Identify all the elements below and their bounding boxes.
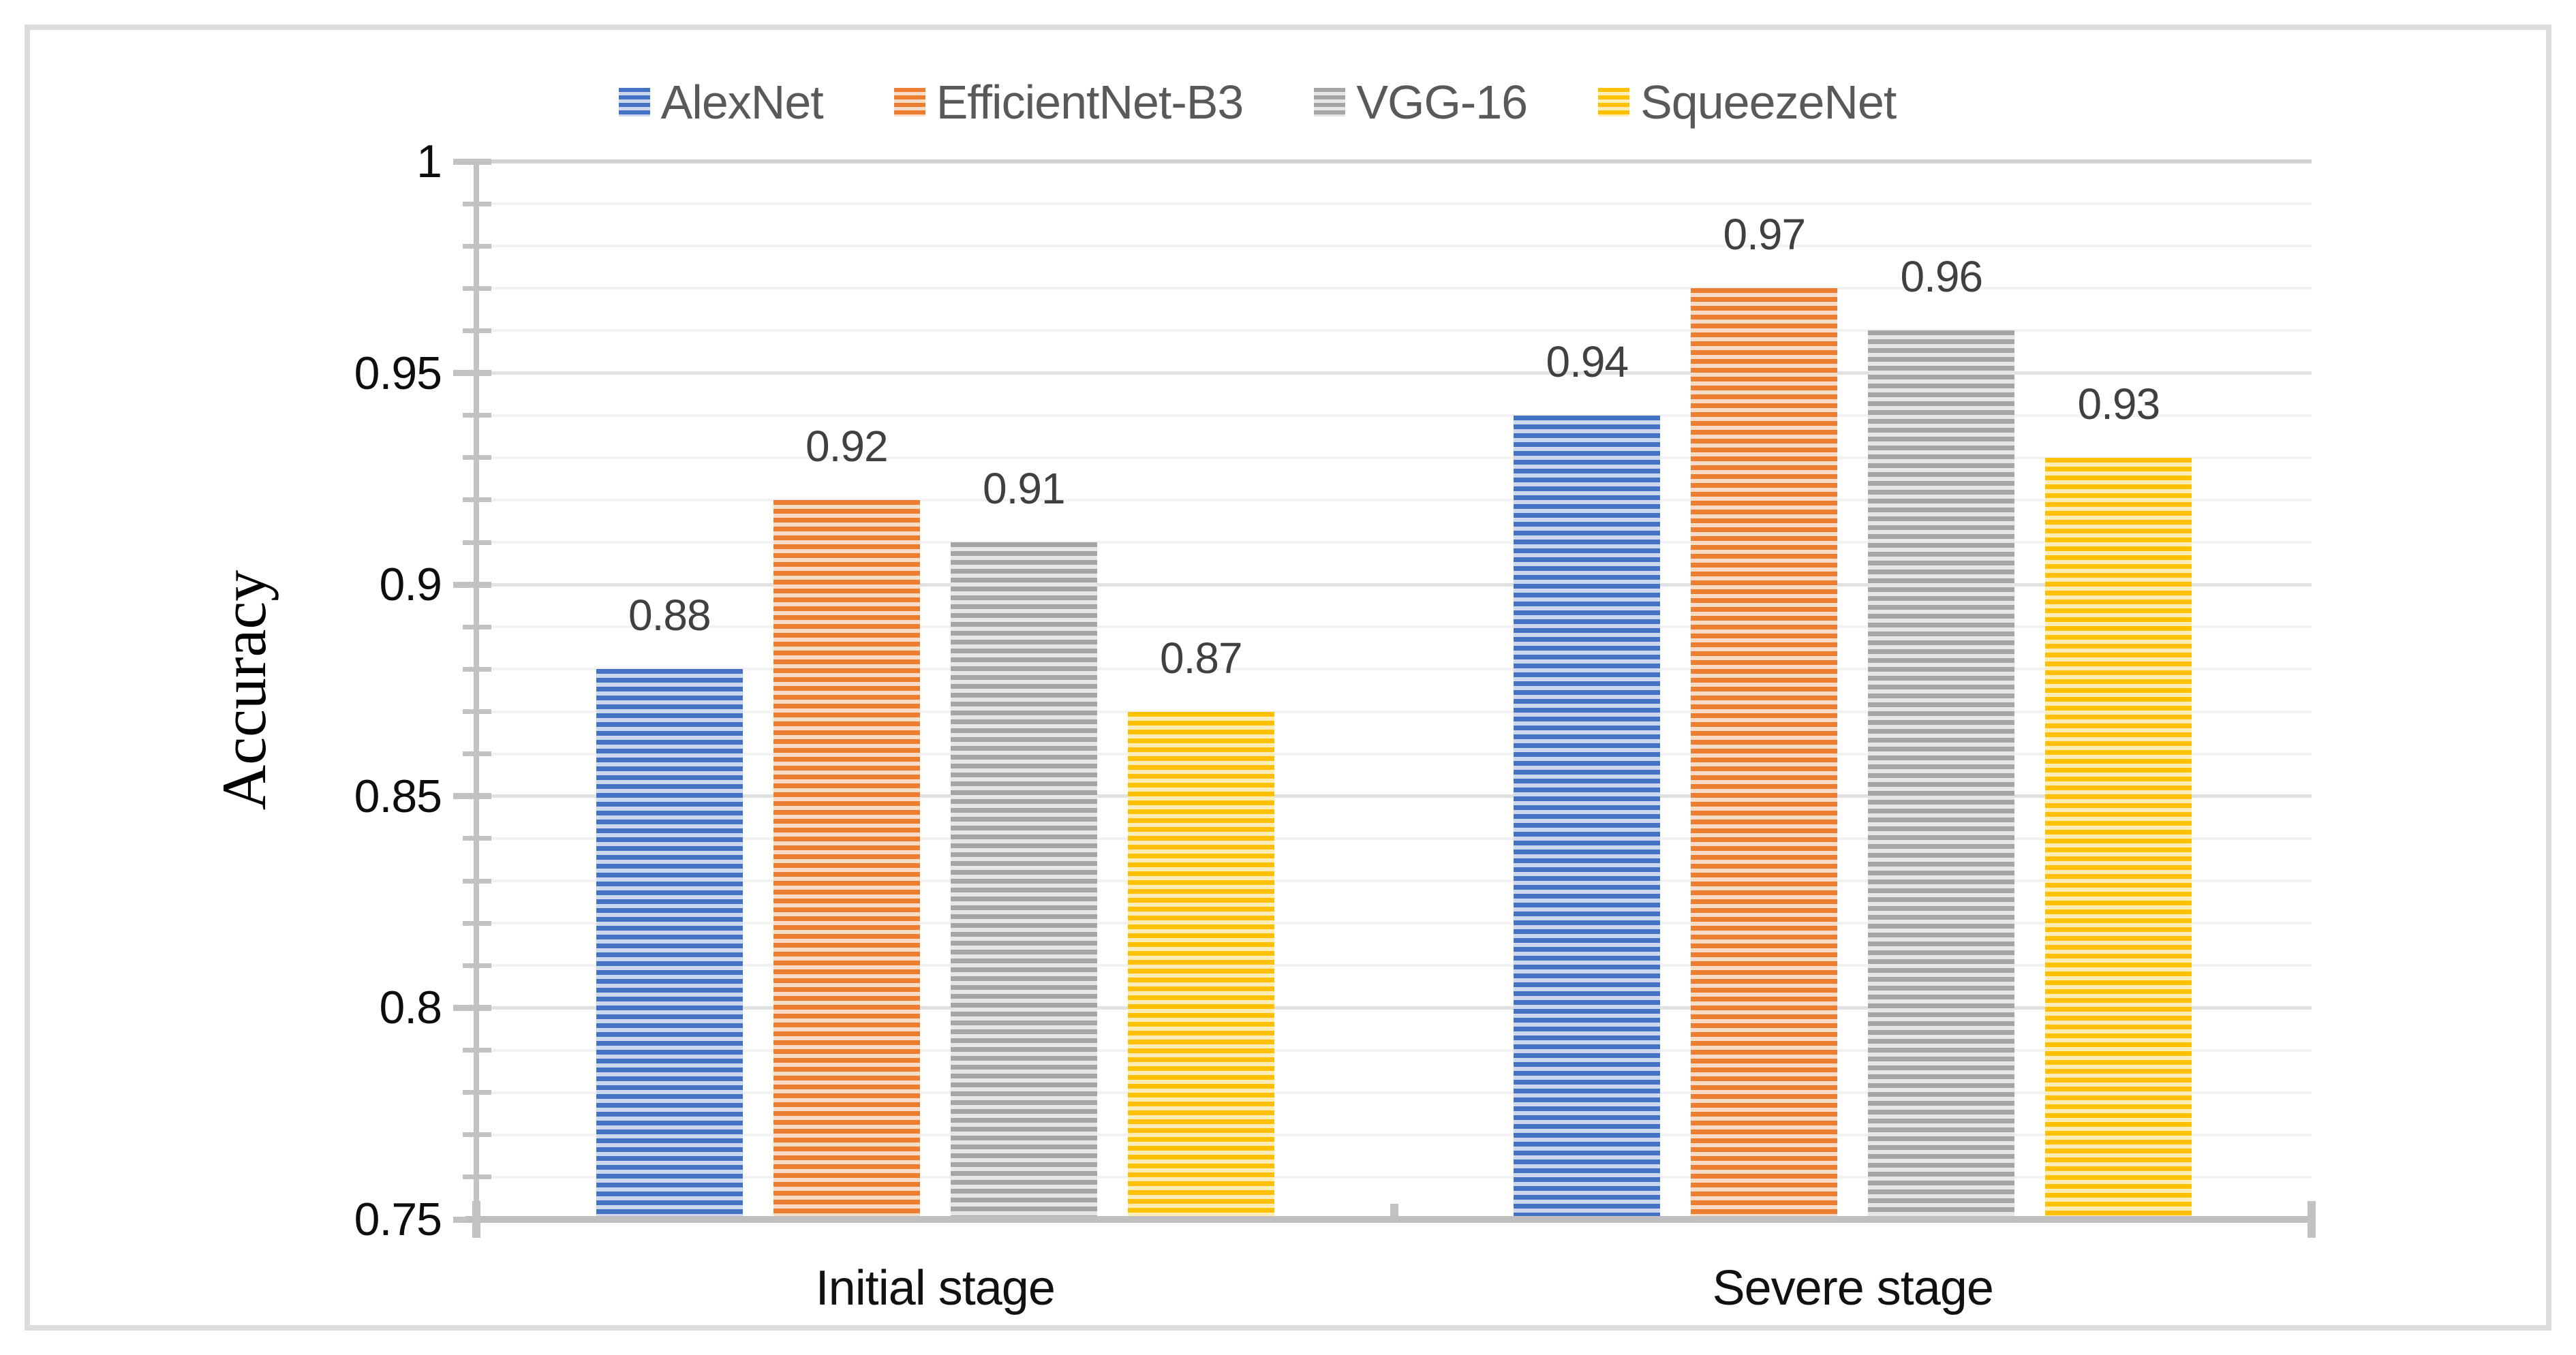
gridline-minor [476, 1048, 2312, 1052]
gridline-minor [476, 752, 2312, 756]
gridline-minor [476, 541, 2312, 544]
bar-alexnet-initial [596, 669, 743, 1216]
bar-squeezenet-severe [2045, 457, 2192, 1216]
y-tick-minor [463, 666, 491, 672]
gridline-minor [476, 1091, 2312, 1094]
y-tick-major [453, 581, 491, 588]
y-tick-major [453, 158, 491, 165]
gridline-major [476, 159, 2312, 163]
legend-item-alexnet: AlexNet [618, 76, 824, 129]
y-axis-line [474, 159, 479, 1223]
gridline-minor [476, 287, 2312, 290]
bar-efficientnet-b3-initial [773, 499, 920, 1216]
y-tick-label: 0.95 [354, 347, 442, 399]
bar-value-label: 0.94 [1546, 337, 1629, 386]
y-tick-label: 1 [416, 136, 442, 187]
gridline-minor [476, 1175, 2312, 1179]
x-axis-line [465, 1216, 2316, 1223]
bar-value-label: 0.88 [628, 591, 711, 640]
x-category-label: Initial stage [815, 1261, 1056, 1315]
y-tick-major [453, 793, 491, 800]
legend-label: AlexNet [660, 76, 824, 129]
y-tick-minor [463, 285, 491, 291]
gridline-minor [476, 1133, 2312, 1136]
y-tick-minor [463, 751, 491, 757]
y-tick-label: 0.8 [379, 982, 442, 1034]
gridline-minor [476, 414, 2312, 417]
y-tick-minor [463, 1174, 491, 1180]
legend-item-efficientnet-b3: EfficientNet-B3 [893, 76, 1244, 129]
legend-swatch-icon [1598, 88, 1630, 116]
y-tick-minor [463, 963, 491, 968]
y-tick-minor [463, 624, 491, 629]
y-tick-minor [463, 413, 491, 418]
gridline-minor [476, 202, 2312, 206]
y-tick-label: 0.9 [379, 559, 442, 611]
y-tick-minor [463, 201, 491, 206]
y-tick-minor [463, 1048, 491, 1053]
y-tick-label: 0.75 [354, 1194, 442, 1245]
bar-value-label: 0.96 [1900, 252, 1983, 302]
legend-label: SqueezeNet [1640, 76, 1897, 129]
y-tick-minor [463, 455, 491, 461]
gridline-minor [476, 329, 2312, 332]
gridline-minor [476, 245, 2312, 248]
gridline-major [476, 794, 2312, 798]
x-category-label: Severe stage [1712, 1261, 1994, 1315]
legend-swatch-icon [618, 88, 650, 116]
legend-swatch-icon [1314, 88, 1346, 116]
gridline-minor [476, 964, 2312, 967]
legend-item-squeezenet: SqueezeNet [1598, 76, 1897, 129]
gridline-minor [476, 668, 2312, 671]
y-tick-minor [463, 1132, 491, 1138]
gridline-major [476, 582, 2312, 587]
category-boundary-tick [2307, 1201, 2316, 1238]
y-tick-major [453, 370, 491, 377]
y-tick-minor [463, 878, 491, 884]
bar-efficientnet-b3-severe [1691, 288, 1838, 1216]
bar-squeezenet-initial [1127, 711, 1274, 1216]
y-tick-minor [463, 328, 491, 333]
y-tick-minor [463, 497, 491, 503]
legend-label: EfficientNet-B3 [936, 76, 1244, 129]
y-tick-minor [463, 540, 491, 545]
bar-vgg-16-initial [950, 542, 1097, 1216]
bar-alexnet-severe [1514, 415, 1661, 1216]
gridline-minor [476, 625, 2312, 629]
bar-value-label: 0.87 [1159, 633, 1243, 683]
category-boundary-tick [472, 1201, 480, 1238]
bar-value-label: 0.91 [982, 464, 1066, 514]
legend: AlexNet EfficientNet-B3 VGG-16 SqueezeNet [0, 74, 2515, 131]
legend-label: VGG-16 [1356, 76, 1528, 129]
y-tick-minor [463, 1090, 491, 1095]
gridline-minor [476, 879, 2312, 883]
legend-item-vgg-16: VGG-16 [1314, 76, 1528, 129]
y-tick-minor [463, 709, 491, 715]
bar-value-label: 0.97 [1723, 210, 1806, 260]
y-tick-minor [463, 920, 491, 926]
y-tick-minor [463, 836, 491, 841]
gridline-major [476, 371, 2312, 375]
y-tick-major [453, 1004, 491, 1011]
category-boundary-tick [1390, 1204, 1398, 1216]
gridline-minor [476, 922, 2312, 925]
y-tick-minor [463, 243, 491, 249]
gridline-major [476, 1006, 2312, 1010]
gridline-minor [476, 456, 2312, 459]
bar-vgg-16-severe [1868, 330, 2015, 1216]
gridline-minor [476, 498, 2312, 501]
legend-swatch-icon [893, 88, 925, 116]
gridline-minor [476, 710, 2312, 713]
gridline-minor [476, 837, 2312, 840]
y-tick-label: 0.85 [354, 770, 442, 822]
bar-value-label: 0.93 [2077, 379, 2160, 429]
bar-value-label: 0.92 [805, 421, 889, 471]
